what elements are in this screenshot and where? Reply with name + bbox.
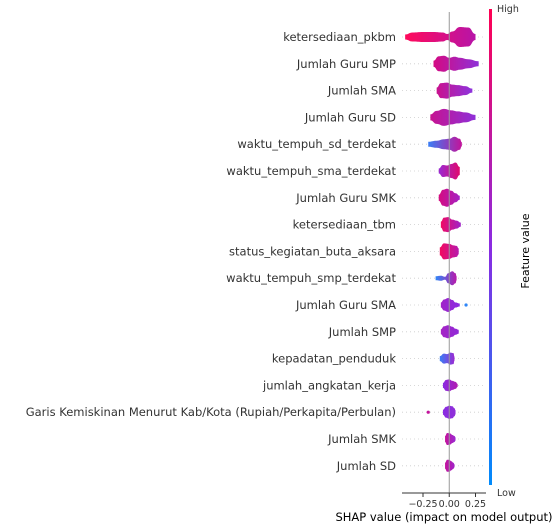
violin-jumlah-angkatan-kerja <box>442 379 458 392</box>
feature-label: jumlah_angkatan_kerja <box>262 378 396 392</box>
feature-label: kepadatan_penduduk <box>272 352 396 366</box>
feature-label: ketersediaan_pkbm <box>283 30 396 44</box>
violin-waktu-tempuh-sd-terdekat <box>428 136 462 152</box>
feature-label: Jumlah Guru SMA <box>295 298 396 312</box>
colorbar-title: Feature value <box>519 213 532 288</box>
colorbar-high-label: High <box>497 4 519 15</box>
violin-jumlah-smp <box>440 325 459 339</box>
colorbar <box>489 9 492 485</box>
feature-label: Jumlah SMP <box>328 325 396 339</box>
violin-ketersediaan-pkbm <box>405 27 476 47</box>
feature-label: waktu_tempuh_smp_terdekat <box>226 271 396 285</box>
colorbar-low-label: Low <box>497 488 516 499</box>
feature-label: waktu_tempuh_sma_terdekat <box>226 164 396 178</box>
feature-label: Jumlah SMA <box>327 84 396 98</box>
violin-waktu-tempuh-smp-terdekat <box>435 271 457 286</box>
feature-label: waktu_tempuh_sd_terdekat <box>237 137 396 151</box>
outlier-point <box>464 303 468 307</box>
x-tick-label: 0.00 <box>439 499 460 510</box>
x-tick-label: −0.25 <box>408 499 437 510</box>
x-axis-title: SHAP value (impact on model output) <box>335 510 552 524</box>
violin-kepadatan-penduduk <box>439 352 455 365</box>
feature-label: Jumlah SD <box>336 459 396 473</box>
violin-jumlah-guru-sma <box>440 298 460 312</box>
violin-ketersediaan-tbm <box>440 217 461 233</box>
feature-rows: ketersediaan_pkbm Jumlah Guru SMP Jumlah S… <box>26 30 486 473</box>
x-tick-label: 0.25 <box>465 499 486 510</box>
feature-label: Jumlah SMK <box>327 432 396 446</box>
violin-jumlah-guru-smp <box>433 55 479 72</box>
feature-label: Jumlah Guru SMK <box>295 191 396 205</box>
violin-jumlah-smk <box>445 433 456 445</box>
feature-label: ketersediaan_tbm <box>293 218 396 232</box>
violin-layer <box>405 27 479 472</box>
feature-label: Jumlah Guru SMP <box>296 57 396 71</box>
feature-label: status_kegiatan_buta_aksara <box>229 244 396 258</box>
outlier-point <box>426 410 430 414</box>
violin-jumlah-sma <box>436 82 473 99</box>
violin-jumlah-sd <box>445 459 455 472</box>
feature-label: Jumlah Guru SD <box>304 110 396 124</box>
feature-label: Garis Kemiskinan Menurut Kab/Kota (Rupia… <box>26 405 396 419</box>
violin-jumlah-guru-sd <box>430 108 476 126</box>
x-axis-ticks: −0.25 0.00 0.25 <box>408 493 486 510</box>
